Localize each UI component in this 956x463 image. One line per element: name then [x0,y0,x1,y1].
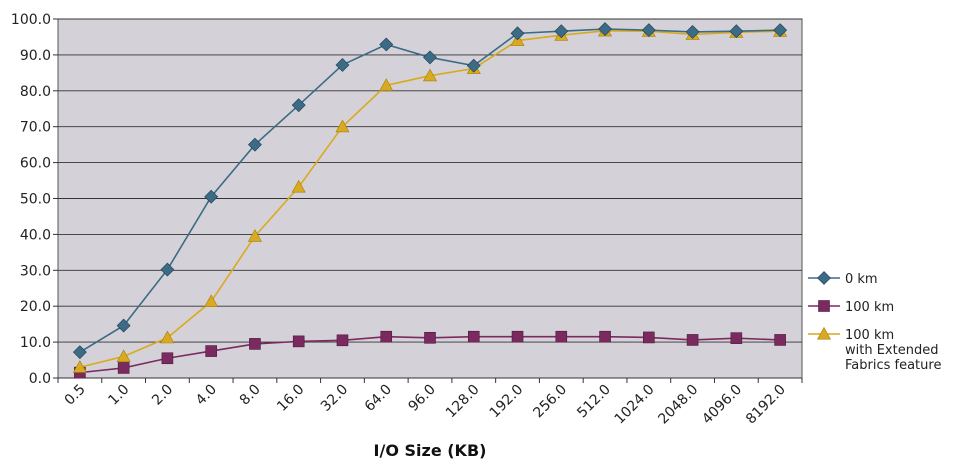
data-point [424,331,436,344]
x-axis: 0.5 1.0 2.0 4.0 8.0 16.0 32.0 64.0 96.0 128.0 192.… [57,378,803,428]
data-point [510,26,525,41]
data-point [160,330,175,344]
x-axis-label: I/O Size (KB) [374,441,487,460]
data-point [643,331,655,344]
x-tick-label: 2.0 [149,382,176,409]
x-tick-label: 16.0 [274,382,307,415]
data-point [72,345,87,360]
x-tick-label: 512.0 [574,382,614,422]
y-tick-label: 50.0 [20,192,51,208]
legend-marker [816,326,832,340]
data-point [598,22,612,36]
y-tick-label: 90.0 [20,48,51,64]
legend-marker [818,300,830,312]
data-point [729,24,744,39]
data-point [249,338,261,350]
data-point [686,334,699,346]
data-point [467,330,480,343]
data-point [422,68,438,82]
data-point [205,345,217,357]
y-tick-label: 60.0 [20,156,51,172]
y-tick-label: 40.0 [20,227,51,243]
series-group [72,22,788,379]
legend-label: 100 km [845,300,894,315]
y-tick-label: 80.0 [20,84,51,100]
data-point [116,349,131,362]
y-tick-label: 20.0 [20,299,51,315]
legend-label: Fabrics feature [845,358,941,373]
data-point [116,318,131,333]
data-point [160,262,175,277]
y-tick-label: 10.0 [20,335,51,351]
legend-entry: 100 km [808,300,894,315]
data-point [379,37,394,52]
data-point [599,330,611,343]
data-point [554,24,569,39]
data-point [730,332,743,344]
y-tick-label: 70.0 [20,120,51,136]
data-point [204,189,219,204]
x-tick-label: 0.5 [62,382,89,409]
x-tick-label: 96.0 [405,382,438,415]
data-point [379,78,394,91]
data-point [641,23,656,38]
y-tick-label: 30.0 [20,263,51,279]
x-tick-label: 128.0 [443,382,483,422]
data-point [466,58,481,73]
y-axis: 0.0 10.0 20.0 30.0 40.0 50.0 60.0 70.0 80.0 90.0 1… [11,12,58,387]
x-tick-label: 1.0 [105,382,132,409]
data-point [161,352,174,365]
x-tick-label: 64.0 [362,382,395,415]
data-point [555,330,568,343]
x-tick-label: 8.0 [237,382,264,409]
x-tick-label: 1024.0 [612,382,658,428]
data-point [292,335,305,348]
data-point [72,360,87,373]
legend-label: with Extended [845,343,938,358]
x-tick-label: 4.0 [193,382,220,409]
series-1 [74,330,786,379]
x-tick-label: 8192.0 [743,382,789,428]
x-tick-label: 256.0 [530,382,570,422]
data-point [117,362,130,374]
data-point [291,98,306,113]
data-point [291,179,306,193]
data-point [336,334,349,347]
legend-marker [817,271,831,285]
series-0 [72,22,788,360]
x-tick-label: 4096.0 [699,382,745,428]
y-tick-label: 0.0 [29,371,51,387]
data-point [248,137,262,152]
data-point [511,330,524,343]
legend-label: 0 km [845,272,878,287]
data-point [773,23,788,38]
x-tick-label: 192.0 [487,382,527,422]
data-point [423,50,437,65]
x-tick-label: 2048.0 [655,382,701,428]
data-point [335,58,350,72]
data-point [204,294,219,308]
data-point [335,119,350,133]
x-tick-label: 32.0 [318,382,351,415]
data-point [774,334,786,346]
data-point [380,330,393,343]
legend-entry: 0 km [808,271,878,287]
y-tick-label: 100.0 [11,12,51,28]
legend-label: 100 km [845,328,894,343]
data-point [685,24,700,39]
data-point [247,229,262,242]
